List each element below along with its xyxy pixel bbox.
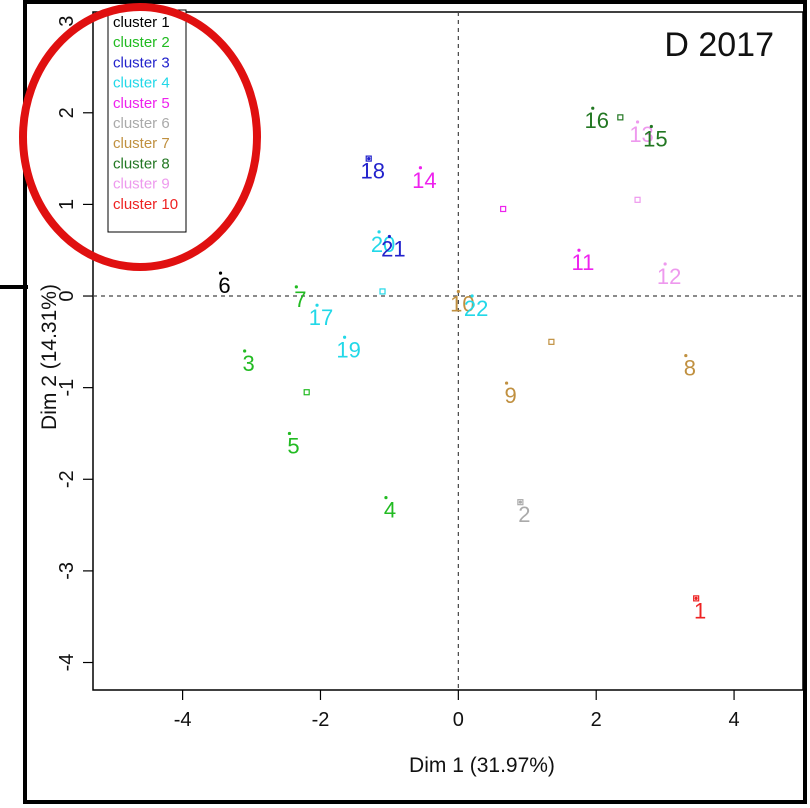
point-marker-21: [387, 234, 392, 239]
point-marker-18: [367, 156, 371, 161]
point-label-11: 11: [572, 250, 595, 275]
point-label-18: 18: [360, 159, 384, 184]
point-marker-2: [518, 500, 522, 504]
point-label-19: 19: [336, 337, 360, 362]
point-marker-11: [577, 248, 581, 252]
point-label-6: 6: [218, 273, 230, 298]
legend-entry: cluster 9: [113, 176, 170, 193]
y-tick-label: 0: [56, 290, 78, 301]
chart-title: D 2017: [664, 26, 774, 64]
point-label-17: 17: [309, 305, 333, 330]
point-marker-20: [377, 230, 381, 234]
point-marker-15: [649, 124, 653, 129]
y-tick-label: -4: [56, 654, 78, 672]
y-tick-label: 1: [56, 199, 78, 210]
point-marker-5: [287, 431, 292, 436]
cluster-centroid-marker: [500, 205, 507, 213]
x-tick-label: 2: [591, 709, 602, 731]
point-label-13: 13: [629, 122, 653, 147]
point-marker-3: [243, 349, 247, 353]
point-label-12: 12: [657, 264, 681, 289]
legend-entry: cluster 3: [113, 54, 170, 71]
legend-entry: cluster 10: [113, 196, 178, 213]
y-tick-label: 2: [56, 107, 78, 118]
point-label-9: 9: [504, 383, 516, 408]
point-label-20: 20: [371, 232, 395, 257]
point-marker-1: [694, 596, 698, 600]
point-marker-7: [294, 285, 298, 289]
cluster-centroid-marker: [634, 196, 641, 203]
point-label-2: 2: [518, 502, 530, 527]
point-label-10: 10: [450, 291, 474, 316]
legend-entry: cluster 2: [113, 34, 170, 51]
cluster-centroid-marker: [517, 499, 524, 506]
point-marker-19: [343, 335, 347, 339]
point-label-1: 1: [694, 598, 706, 623]
point-marker-22: [470, 294, 474, 298]
highlight-ellipse: [19, 3, 261, 271]
x-tick-label: -4: [174, 709, 192, 731]
cluster-centroid-marker: [693, 595, 700, 602]
legend-box: [107, 9, 187, 233]
point-marker-14: [418, 166, 423, 170]
legend-entry: cluster 4: [113, 75, 170, 92]
cluster-centroid-marker: [303, 389, 310, 396]
point-label-4: 4: [384, 498, 396, 523]
point-label-21: 21: [381, 236, 405, 261]
cluster-centroid-marker: [365, 155, 372, 162]
point-label-5: 5: [287, 433, 299, 458]
y-tick-label: -1: [56, 379, 78, 397]
point-marker-4: [384, 495, 388, 500]
cluster-centroid-marker: [548, 338, 555, 345]
point-label-7: 7: [294, 287, 306, 312]
y-tick-label: 3: [56, 16, 78, 27]
point-marker-8: [684, 353, 688, 358]
point-label-3: 3: [243, 351, 255, 376]
point-marker-16: [591, 106, 595, 110]
point-marker-12: [663, 262, 667, 266]
legend-entry: cluster 5: [113, 95, 170, 112]
point-marker-10: [456, 289, 460, 294]
point-marker-6: [218, 271, 223, 275]
point-marker-13: [635, 120, 640, 124]
point-label-22: 22: [464, 296, 488, 321]
point-label-16: 16: [585, 108, 609, 133]
plot-area-border: [92, 11, 804, 691]
point-label-15: 15: [643, 127, 667, 152]
x-tick-label: 0: [453, 709, 464, 731]
outer-border: [23, 0, 807, 804]
legend-entry: cluster 1: [113, 14, 170, 31]
point-marker-9: [504, 381, 509, 385]
cluster-centroid-marker: [379, 288, 386, 295]
y-axis-label: Dim 2 (14.31%): [38, 284, 61, 430]
y-tick-label: -3: [56, 562, 78, 580]
point-marker-17: [315, 303, 319, 307]
point-label-8: 8: [684, 356, 696, 381]
cluster-centroid-marker: [617, 114, 624, 121]
legend-entry: cluster 6: [113, 115, 170, 132]
x-axis-label: Dim 1 (31.97%): [409, 754, 555, 777]
x-tick-label: -2: [312, 709, 330, 731]
point-label-14: 14: [412, 168, 436, 193]
legend-entry: cluster 8: [113, 155, 170, 172]
y-tick-label: -2: [56, 470, 78, 488]
legend-entry: cluster 7: [113, 135, 170, 152]
x-tick-label: 4: [729, 709, 740, 731]
